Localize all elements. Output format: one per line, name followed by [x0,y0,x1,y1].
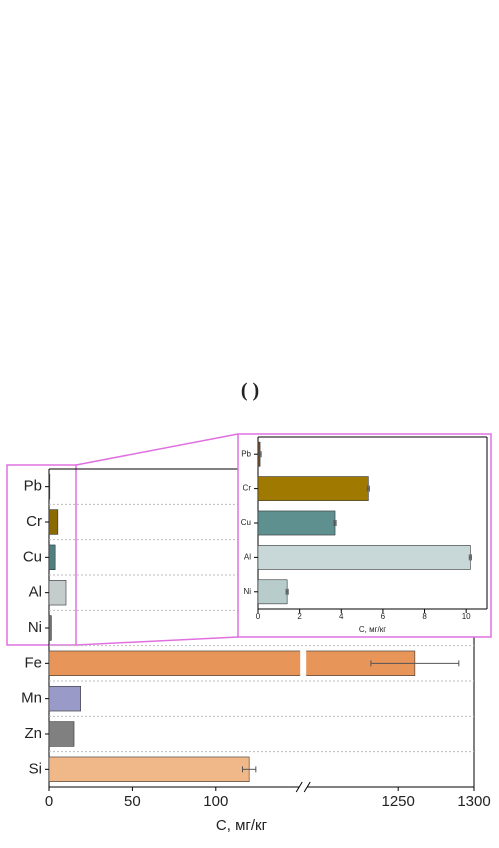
bar [48,509,59,535]
bar [257,510,336,536]
x-tick-label: 4 [339,612,344,621]
axis-break [295,781,303,793]
bar-break-gap [300,649,307,677]
x-tick-label: 10 [462,612,471,621]
x-tick-label: 2 [297,612,302,621]
y-tick-label: Pb [241,449,251,458]
zoom-box [6,464,77,646]
inset-frame [237,433,492,638]
x-tick-label: 6 [381,612,386,621]
y-tick-label: Al [29,584,42,601]
axis-break [303,781,311,793]
x-tick-label: 100 [203,793,228,810]
y-tick-label: Ni [243,587,251,596]
y-tick-label: Al [244,553,251,562]
x-tick-label: 1250 [381,793,414,810]
y-tick-label: Cu [241,518,251,527]
y-tick-label: Zn [24,725,42,742]
bar [48,721,75,747]
y-tick-label: Ni [28,619,42,636]
bar [48,756,250,783]
x-tick-label: 0 [45,793,53,810]
x-axis-label: C, мг/кг [359,625,386,634]
bar [48,685,81,712]
bar [48,650,416,677]
figure-caption: ( ) [241,380,259,402]
bar [48,473,51,500]
x-axis-label: C, мг/кг [216,817,268,834]
y-tick-label: Cr [26,513,42,530]
bar [48,544,56,571]
zoom-connector [75,433,239,466]
x-tick-label: 0 [256,612,261,621]
bar [48,579,67,606]
y-tick-label: Si [29,760,42,777]
bar [257,476,369,501]
bar [48,615,52,641]
x-tick-label: 50 [124,793,141,810]
x-tick-label: 1300 [457,793,490,810]
bar [257,579,288,605]
zoom-connector [75,636,239,646]
bar [257,545,471,570]
y-tick-label: Fe [24,654,42,671]
x-tick-label: 8 [422,612,427,621]
y-tick-label: Pb [24,478,42,495]
y-tick-label: Cr [243,484,252,493]
y-tick-label: Cu [23,548,42,565]
y-tick-label: Mn [21,690,42,707]
